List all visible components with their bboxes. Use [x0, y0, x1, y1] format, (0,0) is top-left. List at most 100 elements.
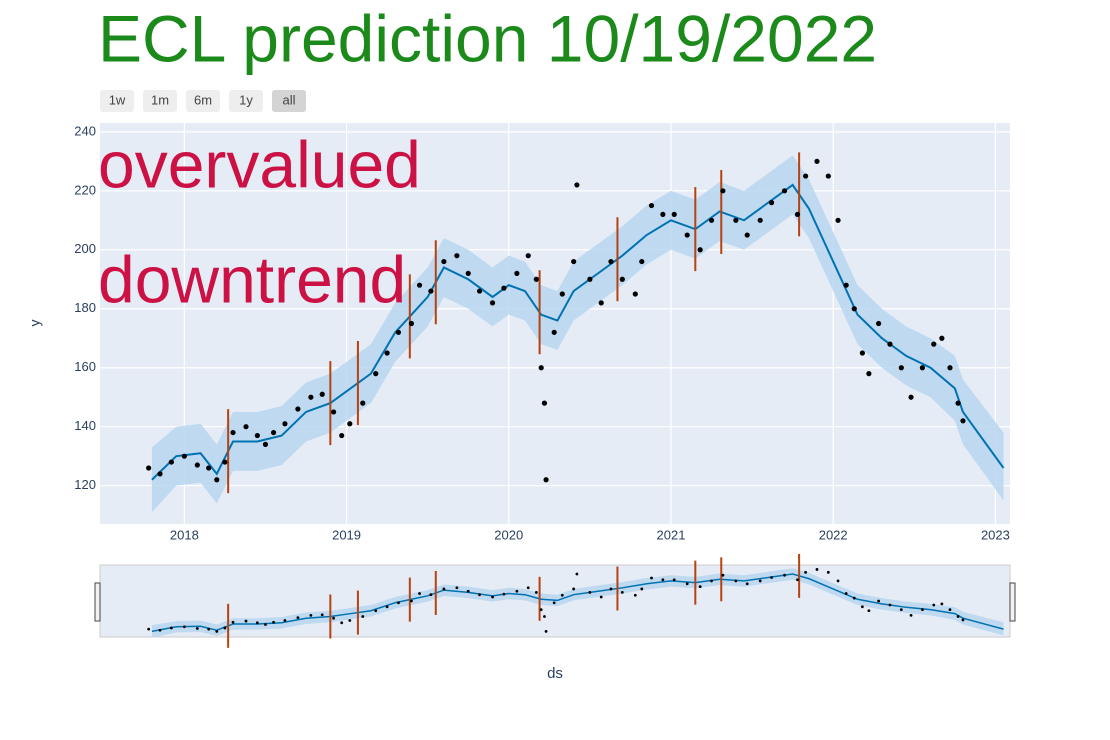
actual-point — [560, 593, 564, 597]
actual-point — [650, 576, 653, 580]
actual-point — [836, 579, 840, 583]
x-axis-label: ds — [547, 665, 563, 682]
y-axis-label: y — [27, 320, 43, 327]
actual-point — [685, 582, 689, 586]
range-button[interactable]: 1w — [100, 90, 134, 112]
actual-point — [410, 599, 413, 603]
actual-point — [308, 394, 314, 400]
range-button[interactable]: 1y — [229, 90, 263, 112]
actual-point — [147, 627, 151, 631]
actual-point — [931, 341, 937, 347]
actual-point — [416, 282, 423, 288]
actual-point — [262, 441, 269, 447]
actual-point — [552, 601, 556, 605]
actual-point — [720, 188, 726, 194]
actual-point — [796, 578, 799, 582]
actual-point — [909, 613, 913, 617]
x-tick-label: 2021 — [657, 527, 686, 542]
actual-point — [339, 432, 345, 439]
actual-point — [745, 582, 749, 586]
actual-point — [781, 188, 788, 194]
actual-point — [332, 616, 335, 620]
actual-point — [575, 572, 579, 576]
button-bg[interactable] — [143, 90, 177, 112]
slider-handle[interactable] — [94, 582, 101, 622]
actual-point — [182, 625, 186, 629]
actual-point — [794, 211, 801, 218]
actual-point — [877, 599, 881, 603]
y-tick-label: 240 — [74, 123, 96, 138]
actual-point — [222, 459, 228, 465]
actual-point — [640, 587, 644, 591]
y-tick-label: 220 — [74, 182, 96, 197]
actual-point — [559, 291, 565, 297]
actual-point — [514, 270, 520, 276]
actual-point — [844, 592, 848, 595]
actual-point — [272, 620, 275, 624]
actual-point — [770, 576, 773, 579]
actual-point — [758, 579, 762, 583]
button-bg[interactable] — [186, 90, 220, 112]
actual-point — [803, 173, 809, 179]
actual-point — [360, 400, 366, 406]
actual-point — [207, 627, 211, 631]
button-bg[interactable] — [229, 90, 263, 112]
actual-point — [491, 595, 494, 599]
button-label[interactable]: 6m — [194, 92, 212, 107]
actual-point — [374, 609, 378, 613]
actual-point — [418, 592, 421, 595]
actual-point — [633, 593, 637, 597]
actual-point — [708, 217, 715, 223]
plot-area: 120 140 160 180 200 220 240 2018 2019 2020 2021 202… — [74, 123, 1010, 542]
button-label[interactable]: all — [282, 92, 295, 107]
button-bg[interactable] — [272, 90, 306, 112]
actual-point — [373, 371, 379, 377]
button-bg[interactable] — [100, 90, 134, 112]
range-button[interactable]: 1m — [143, 90, 177, 112]
range-button[interactable]: all — [272, 90, 306, 112]
actual-point — [697, 247, 703, 253]
actual-point — [571, 258, 577, 265]
button-label[interactable]: 1m — [151, 92, 169, 107]
actual-point — [319, 391, 325, 397]
actual-point — [955, 400, 961, 406]
actual-point — [158, 628, 162, 632]
annotation: overvalued — [98, 127, 421, 201]
actual-point — [734, 579, 738, 583]
actual-point — [466, 589, 470, 593]
actual-point — [194, 462, 200, 468]
actual-point — [867, 609, 871, 613]
actual-point — [608, 258, 614, 265]
actual-point — [206, 465, 212, 471]
actual-point — [429, 593, 433, 597]
actual-point — [465, 270, 471, 276]
actual-point — [502, 592, 506, 596]
actual-point — [888, 603, 892, 607]
button-label[interactable]: 1y — [239, 92, 253, 107]
actual-point — [851, 306, 857, 312]
actual-point — [948, 608, 952, 612]
actual-point — [539, 608, 543, 612]
actual-point — [538, 365, 544, 371]
actual-point — [282, 421, 288, 427]
y-tick-label: 180 — [74, 300, 96, 315]
actual-point — [157, 471, 163, 477]
actual-point — [744, 232, 750, 238]
range-button[interactable]: 6m — [186, 90, 220, 112]
range-selector: 1w 1m 6m 1y all — [100, 90, 306, 112]
actual-point — [551, 329, 557, 335]
actual-point — [825, 173, 831, 179]
actual-point — [783, 573, 786, 577]
actual-point — [960, 418, 966, 424]
slider-handle[interactable] — [1009, 582, 1016, 622]
actual-point — [534, 590, 538, 594]
actual-point — [921, 608, 924, 612]
button-label[interactable]: 1w — [109, 92, 126, 107]
actual-point — [843, 282, 849, 288]
actual-point — [768, 200, 775, 206]
actual-point — [599, 595, 603, 599]
actual-point — [572, 587, 576, 591]
actual-point — [264, 623, 267, 626]
x-tick-label: 2019 — [332, 527, 361, 542]
